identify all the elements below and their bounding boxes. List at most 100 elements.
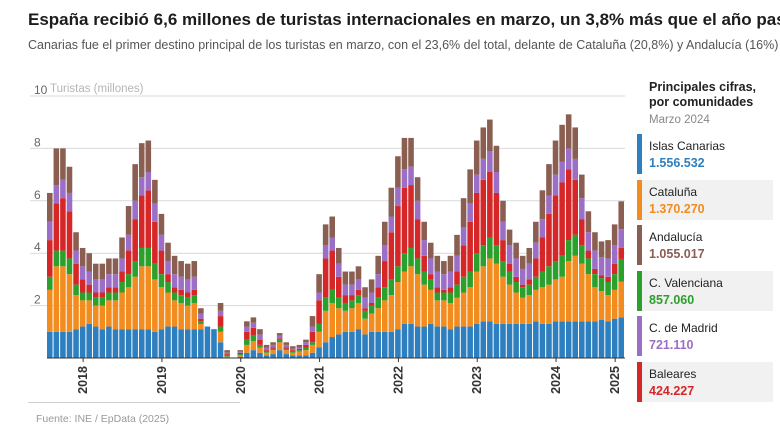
bar-segment [125,329,132,358]
bar-segment [533,289,539,322]
region-name: Baleares [649,366,697,381]
bar-segment [342,271,349,285]
bar-segment [99,329,106,358]
bar-segment [138,177,145,196]
bar-segment [138,329,145,358]
bar-segment [99,292,106,298]
bar-segment [434,326,441,358]
bar-segment [349,331,355,358]
bar-segment [138,195,145,248]
bar-segment [500,200,506,222]
bar-segment [152,179,158,204]
bar-segment [60,266,66,332]
bar-segment [106,258,112,275]
bar-segment [526,323,533,358]
bar-segment [198,329,204,358]
bar-segment [533,321,539,358]
bar-segment [119,271,125,283]
bar-segment [480,127,487,159]
bar-segment [290,348,296,351]
bar-segment [552,195,559,262]
bar-segment [408,266,414,324]
bar-segment [480,245,487,267]
bar-segment [414,274,421,327]
bar-segment [191,295,198,303]
bar-segment [336,276,342,298]
bar-segment [138,266,145,330]
bar-segment [513,282,519,293]
bar-segment [592,232,598,251]
bar-segment [421,221,427,241]
bar-segment [99,279,106,293]
bar-segment [66,166,73,193]
bar-segment [336,308,342,335]
bar-segment [605,276,611,283]
bar-segment [513,292,519,324]
bar-segment [66,331,73,358]
bar-segment [145,171,152,191]
y-tick-label: 2 [34,293,41,307]
region-name: Andalucía [649,230,703,244]
bar-segment [605,240,611,259]
bar-segment [539,287,546,324]
bar-segment [585,232,592,251]
bar-segment [605,321,611,358]
bar-segment [73,329,79,358]
bar-segment [86,292,92,301]
chart-title: España recibió 6,6 millones de turistas … [28,10,780,29]
color-marker [637,316,642,356]
bar-segment [493,323,500,358]
bar-segment [250,335,257,341]
bar-segment [487,258,493,322]
bar-segment [263,352,270,356]
bar-segment [421,284,427,327]
bar-segment [349,295,355,301]
bar-segment [487,151,493,172]
bar-segment [447,287,454,293]
bar-segment [125,234,132,251]
bar-segment [99,305,106,330]
bar-segment [270,348,276,351]
bar-segment [487,237,493,259]
bar-segment [92,279,99,293]
bar-segment [270,344,276,348]
bar-segment [368,305,375,314]
bar-segment [546,164,552,196]
bar-segment [191,289,198,296]
bar-segment [112,287,119,293]
bar-segment [441,300,447,327]
bar-segment [73,232,79,251]
bar-segment [519,297,526,324]
bar-segment [434,271,441,288]
bar-segment [368,292,375,303]
bar-segment [171,300,178,327]
bar-segment [47,240,53,277]
bar-segment [611,274,618,290]
bar-segment [165,261,171,275]
bar-segment [158,250,165,275]
bar-segment [342,302,349,311]
bar-segment [316,323,322,332]
bar-segment [592,250,598,269]
region-card-cataluna: Cataluña 1.370.270 [637,179,773,220]
bar-segment [467,203,473,222]
bar-segment [500,221,506,241]
color-marker [637,361,642,402]
bar-segment [276,335,283,339]
bar-segment [79,279,86,293]
region-name: C. Valenciana [649,275,723,290]
bar-segment [47,331,53,358]
bar-segment [519,323,526,358]
bar-segment [66,274,73,332]
bar-segment [585,274,592,322]
bar-segment [171,287,178,293]
bar-segment [290,352,296,356]
bar-segment [473,323,480,358]
bar-segment [198,323,204,330]
bar-segment [165,292,171,327]
panel-title-line1: Principales cifras, [649,80,757,94]
bar-segment [368,331,375,358]
bar-segment [250,317,257,323]
bar-segment [145,329,152,358]
bar-segment [447,329,454,358]
